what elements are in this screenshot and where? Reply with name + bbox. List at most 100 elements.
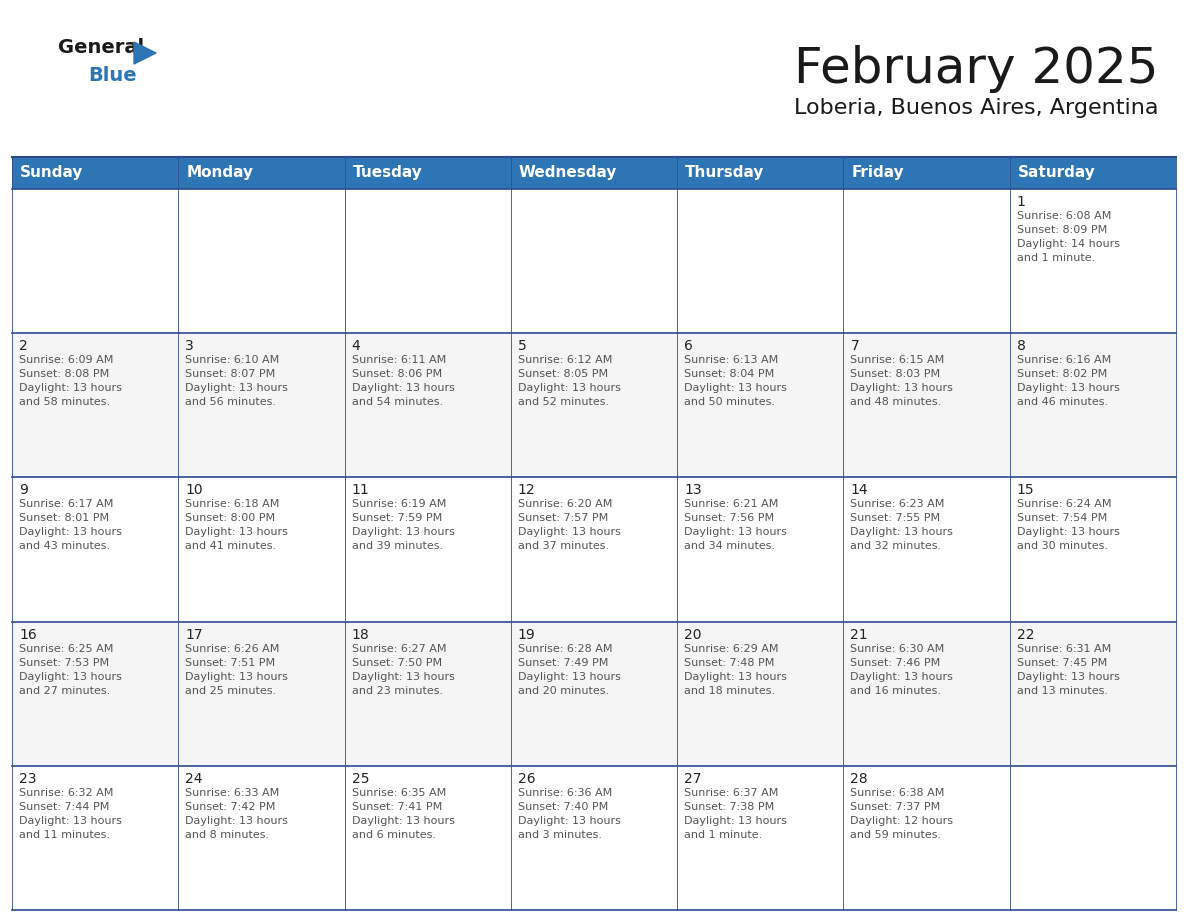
Text: Sunrise: 6:29 AM: Sunrise: 6:29 AM xyxy=(684,644,778,654)
Text: Daylight: 13 hours: Daylight: 13 hours xyxy=(518,816,621,826)
Text: Sunset: 8:05 PM: Sunset: 8:05 PM xyxy=(518,369,608,379)
Text: Sunrise: 6:19 AM: Sunrise: 6:19 AM xyxy=(352,499,446,509)
Text: Sunrise: 6:15 AM: Sunrise: 6:15 AM xyxy=(851,355,944,365)
Text: and 8 minutes.: and 8 minutes. xyxy=(185,830,270,840)
Text: Sunset: 7:49 PM: Sunset: 7:49 PM xyxy=(518,657,608,667)
Text: 21: 21 xyxy=(851,628,868,642)
Text: Monday: Monday xyxy=(187,165,253,181)
Text: and 13 minutes.: and 13 minutes. xyxy=(1017,686,1107,696)
Text: and 43 minutes.: and 43 minutes. xyxy=(19,542,110,552)
Text: Sunrise: 6:09 AM: Sunrise: 6:09 AM xyxy=(19,355,113,365)
Bar xyxy=(511,157,677,189)
Text: Daylight: 13 hours: Daylight: 13 hours xyxy=(185,528,289,537)
Text: Daylight: 13 hours: Daylight: 13 hours xyxy=(352,816,455,826)
Bar xyxy=(1010,333,1176,477)
Text: Daylight: 13 hours: Daylight: 13 hours xyxy=(352,383,455,393)
Text: Sunset: 7:40 PM: Sunset: 7:40 PM xyxy=(518,801,608,812)
Text: and 39 minutes.: and 39 minutes. xyxy=(352,542,443,552)
Bar xyxy=(1010,157,1176,189)
Text: Sunset: 7:38 PM: Sunset: 7:38 PM xyxy=(684,801,775,812)
Text: and 50 minutes.: and 50 minutes. xyxy=(684,397,775,408)
Text: Sunset: 7:54 PM: Sunset: 7:54 PM xyxy=(1017,513,1107,523)
Text: Thursday: Thursday xyxy=(685,165,765,181)
Text: and 25 minutes.: and 25 minutes. xyxy=(185,686,277,696)
Text: Sunrise: 6:18 AM: Sunrise: 6:18 AM xyxy=(185,499,279,509)
Text: 28: 28 xyxy=(851,772,868,786)
Text: 16: 16 xyxy=(19,628,37,642)
Bar xyxy=(843,333,1010,477)
Text: Sunrise: 6:08 AM: Sunrise: 6:08 AM xyxy=(1017,211,1111,221)
Text: 23: 23 xyxy=(19,772,37,786)
Text: Sunrise: 6:13 AM: Sunrise: 6:13 AM xyxy=(684,355,778,365)
Text: Sunrise: 6:21 AM: Sunrise: 6:21 AM xyxy=(684,499,778,509)
Bar xyxy=(12,766,178,910)
Text: Sunset: 7:44 PM: Sunset: 7:44 PM xyxy=(19,801,109,812)
Text: Sunrise: 6:28 AM: Sunrise: 6:28 AM xyxy=(518,644,612,654)
Text: 20: 20 xyxy=(684,628,702,642)
Text: Sunset: 7:48 PM: Sunset: 7:48 PM xyxy=(684,657,775,667)
Text: 10: 10 xyxy=(185,484,203,498)
Text: 17: 17 xyxy=(185,628,203,642)
Text: 18: 18 xyxy=(352,628,369,642)
Text: Sunset: 7:46 PM: Sunset: 7:46 PM xyxy=(851,657,941,667)
Text: 11: 11 xyxy=(352,484,369,498)
Text: Sunrise: 6:25 AM: Sunrise: 6:25 AM xyxy=(19,644,113,654)
Bar xyxy=(178,189,345,333)
Text: Daylight: 13 hours: Daylight: 13 hours xyxy=(684,816,786,826)
Text: and 34 minutes.: and 34 minutes. xyxy=(684,542,776,552)
Text: Sunset: 7:42 PM: Sunset: 7:42 PM xyxy=(185,801,276,812)
Text: 24: 24 xyxy=(185,772,203,786)
Bar xyxy=(1010,766,1176,910)
Text: Daylight: 13 hours: Daylight: 13 hours xyxy=(684,528,786,537)
Text: and 1 minute.: and 1 minute. xyxy=(1017,253,1095,263)
Text: Sunrise: 6:11 AM: Sunrise: 6:11 AM xyxy=(352,355,446,365)
Text: Daylight: 13 hours: Daylight: 13 hours xyxy=(684,383,786,393)
Text: Sunrise: 6:12 AM: Sunrise: 6:12 AM xyxy=(518,355,612,365)
Bar xyxy=(1010,189,1176,333)
Text: February 2025: February 2025 xyxy=(794,45,1158,93)
Text: Sunrise: 6:16 AM: Sunrise: 6:16 AM xyxy=(1017,355,1111,365)
Text: and 30 minutes.: and 30 minutes. xyxy=(1017,542,1107,552)
Text: and 27 minutes.: and 27 minutes. xyxy=(19,686,110,696)
Text: Saturday: Saturday xyxy=(1018,165,1095,181)
Text: 14: 14 xyxy=(851,484,868,498)
Bar xyxy=(677,333,843,477)
Text: Daylight: 13 hours: Daylight: 13 hours xyxy=(352,672,455,681)
Text: and 41 minutes.: and 41 minutes. xyxy=(185,542,277,552)
Text: and 6 minutes.: and 6 minutes. xyxy=(352,830,436,840)
Text: Sunrise: 6:26 AM: Sunrise: 6:26 AM xyxy=(185,644,279,654)
Text: and 54 minutes.: and 54 minutes. xyxy=(352,397,443,408)
Text: Sunset: 8:02 PM: Sunset: 8:02 PM xyxy=(1017,369,1107,379)
Bar xyxy=(843,766,1010,910)
Text: 15: 15 xyxy=(1017,484,1035,498)
Text: and 20 minutes.: and 20 minutes. xyxy=(518,686,609,696)
Text: Daylight: 13 hours: Daylight: 13 hours xyxy=(518,528,621,537)
Text: Daylight: 13 hours: Daylight: 13 hours xyxy=(19,816,122,826)
Text: and 1 minute.: and 1 minute. xyxy=(684,830,763,840)
Text: Daylight: 13 hours: Daylight: 13 hours xyxy=(518,383,621,393)
Polygon shape xyxy=(134,42,156,64)
Bar xyxy=(178,766,345,910)
Text: Tuesday: Tuesday xyxy=(353,165,422,181)
Text: and 18 minutes.: and 18 minutes. xyxy=(684,686,776,696)
Text: General: General xyxy=(58,38,144,57)
Text: Sunset: 8:07 PM: Sunset: 8:07 PM xyxy=(185,369,276,379)
Text: Sunrise: 6:24 AM: Sunrise: 6:24 AM xyxy=(1017,499,1111,509)
Text: 1: 1 xyxy=(1017,195,1025,209)
Bar xyxy=(12,157,178,189)
Text: Sunset: 8:04 PM: Sunset: 8:04 PM xyxy=(684,369,775,379)
Text: Sunset: 7:50 PM: Sunset: 7:50 PM xyxy=(352,657,442,667)
Text: and 48 minutes.: and 48 minutes. xyxy=(851,397,942,408)
Text: Daylight: 13 hours: Daylight: 13 hours xyxy=(851,528,953,537)
Bar xyxy=(12,333,178,477)
Bar xyxy=(677,766,843,910)
Bar xyxy=(511,333,677,477)
Text: Sunset: 8:08 PM: Sunset: 8:08 PM xyxy=(19,369,109,379)
Bar xyxy=(843,621,1010,766)
Bar xyxy=(178,477,345,621)
Text: Daylight: 13 hours: Daylight: 13 hours xyxy=(19,528,122,537)
Text: 7: 7 xyxy=(851,339,859,353)
Bar xyxy=(511,766,677,910)
Text: Daylight: 13 hours: Daylight: 13 hours xyxy=(185,816,289,826)
Text: Daylight: 13 hours: Daylight: 13 hours xyxy=(1017,672,1119,681)
